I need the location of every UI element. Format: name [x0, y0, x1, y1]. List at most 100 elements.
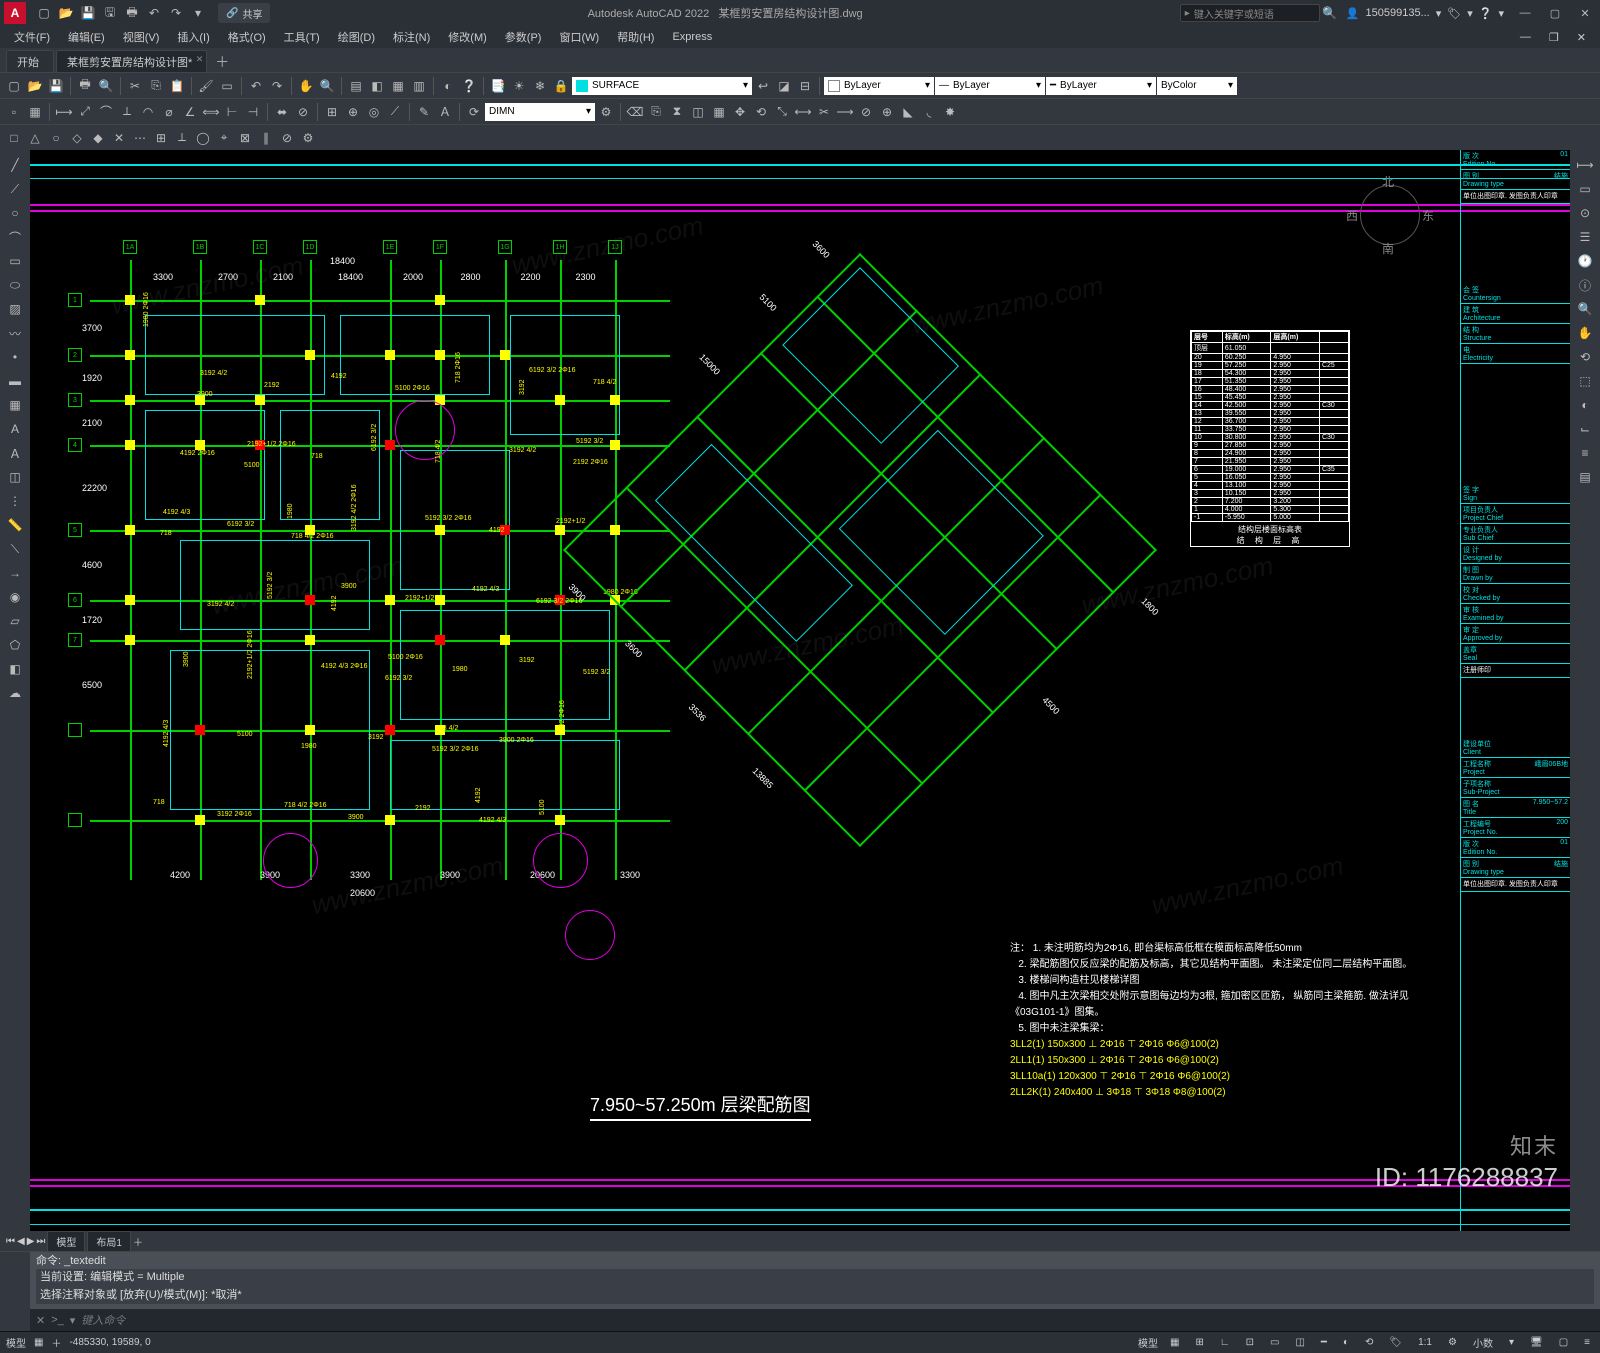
dim-edit-icon[interactable]: ✎	[414, 102, 434, 122]
mod-extend-icon[interactable]: ⟶	[835, 102, 855, 122]
dim-tolerance-icon[interactable]: ⊞	[322, 102, 342, 122]
draw-grad-icon[interactable]: ◧	[3, 658, 27, 680]
dim-space-icon[interactable]: ⬌	[272, 102, 292, 122]
status-model[interactable]: 模型	[1138, 1335, 1158, 1350]
mod-fillet-icon[interactable]: ◟	[919, 102, 939, 122]
layer-dropdown[interactable]: SURFACE ▾	[572, 77, 752, 95]
draw-table-icon[interactable]: ▦	[3, 394, 27, 416]
draw-text-icon[interactable]: A	[3, 418, 27, 440]
inq-area-icon[interactable]: ▭	[1573, 178, 1597, 200]
inq-id-icon[interactable]: ⊙	[1573, 202, 1597, 224]
status-ortho-icon[interactable]: ∟	[1216, 1335, 1234, 1351]
tb-block-icon[interactable]: ▭	[217, 76, 237, 96]
status-iso-icon[interactable]: ▭	[1266, 1335, 1283, 1351]
share-button[interactable]: 🔗 共享	[218, 3, 270, 23]
osnap-cen-icon[interactable]: ○	[46, 128, 66, 148]
draw-region-icon[interactable]: ▬	[3, 370, 27, 392]
draw-arc-icon[interactable]: ⌒	[3, 226, 27, 248]
menu-view[interactable]: 视图(V)	[115, 27, 168, 47]
draw-spline-icon[interactable]: 〰	[3, 322, 27, 344]
tb-layer-mgr-icon[interactable]: 📑	[488, 76, 508, 96]
status-units[interactable]: 小数	[1469, 1335, 1497, 1351]
inq-layer-icon[interactable]: ≡	[1573, 442, 1597, 464]
status-lwt-icon[interactable]: ━	[1317, 1335, 1331, 1351]
mod-offset-icon[interactable]: ◫	[688, 102, 708, 122]
tab-close-icon[interactable]: ✕	[196, 54, 204, 65]
drawing-canvas[interactable]: 1A1B1C1D1E1F1G1H1J1234567330027002100184…	[30, 150, 1570, 1231]
draw-ellipse-icon[interactable]: ⬭	[3, 274, 27, 296]
osnap-near-icon[interactable]: ⌖	[214, 128, 234, 148]
layout-add-icon[interactable]: ＋	[133, 1234, 143, 1249]
app-logo-icon[interactable]: A	[4, 2, 26, 24]
mod-rotate-icon[interactable]: ⟲	[751, 102, 771, 122]
dim-linear-icon[interactable]: ⟼	[54, 102, 74, 122]
cmd-config-icon[interactable]: ▾	[70, 1314, 76, 1327]
draw-wipeout-icon[interactable]: ▱	[3, 610, 27, 632]
inq-status-icon[interactable]: ⓘ	[1573, 274, 1597, 296]
osnap-app-icon[interactable]: ⊠	[235, 128, 255, 148]
tb-sheet-icon[interactable]: ▥	[409, 76, 429, 96]
status-workspace-icon[interactable]: ▾	[1505, 1335, 1518, 1351]
tb-zoom-icon[interactable]: 🔍	[317, 76, 337, 96]
tb2-snap-icon[interactable]: ▫	[4, 102, 24, 122]
tb-tool-icon[interactable]: ▦	[388, 76, 408, 96]
command-history[interactable]: 命令: _textedit 当前设置: 编辑模式 = Multiple 选择注释…	[30, 1252, 1600, 1309]
close-button[interactable]: ✕	[1570, 0, 1600, 26]
menu-window[interactable]: 窗口(W)	[551, 27, 607, 47]
osnap-mid-icon[interactable]: △	[25, 128, 45, 148]
help-dropdown-icon[interactable]: ▾	[1498, 7, 1504, 20]
dim-jog-icon[interactable]: ⟋	[385, 102, 405, 122]
dim-aligned-icon[interactable]: ⤢	[75, 102, 95, 122]
plotstyle-dropdown[interactable]: ByColor▾	[1157, 77, 1237, 95]
doc-restore-icon[interactable]: ❐	[1541, 29, 1567, 46]
osnap-qua-icon[interactable]: ◆	[88, 128, 108, 148]
osnap-end-icon[interactable]: □	[4, 128, 24, 148]
doc-minimize-icon[interactable]: —	[1512, 29, 1539, 45]
menu-format[interactable]: 格式(O)	[220, 27, 274, 47]
search-icon[interactable]: 🔍	[1320, 3, 1340, 23]
status-cycle-icon[interactable]: ⟲	[1361, 1335, 1377, 1351]
inq-ucs-icon[interactable]: ⌙	[1573, 418, 1597, 440]
tb-layer-states-icon[interactable]: ☀	[509, 76, 529, 96]
menu-file[interactable]: 文件(F)	[6, 27, 58, 47]
inq-orbit-icon[interactable]: ⟲	[1573, 346, 1597, 368]
draw-xline-icon[interactable]: ⟍	[3, 538, 27, 560]
dim-tedit-icon[interactable]: Ａ	[435, 102, 455, 122]
dim-baseline-icon[interactable]: ⊢	[222, 102, 242, 122]
status-grid-icon[interactable]: ▦	[1166, 1335, 1183, 1351]
dim-update-icon[interactable]: ⟳	[464, 102, 484, 122]
status-monitor-icon[interactable]: 🖥	[1526, 1335, 1547, 1351]
tb2-grid-icon[interactable]: ▦	[25, 102, 45, 122]
user-icon[interactable]: 👤	[1346, 7, 1360, 20]
inq-3d-icon[interactable]: ⬚	[1573, 370, 1597, 392]
dim-ordinate-icon[interactable]: ⟂	[117, 102, 137, 122]
menu-parametric[interactable]: 参数(P)	[497, 27, 550, 47]
tb-match-icon[interactable]: 🖌	[196, 76, 216, 96]
help-icon[interactable]: ❔	[1479, 7, 1493, 20]
osnap-per-icon[interactable]: ⟂	[172, 128, 192, 148]
qat-undo-icon[interactable]: ↶	[144, 3, 164, 23]
tb-layer-off-icon[interactable]: ❄	[530, 76, 550, 96]
qat-redo-icon[interactable]: ↷	[166, 3, 186, 23]
status-transparency-icon[interactable]: ◐	[1339, 1335, 1353, 1351]
inq-dist-icon[interactable]: ⟼	[1573, 154, 1597, 176]
menu-tools[interactable]: 工具(T)	[276, 27, 328, 47]
osnap-par-icon[interactable]: ∥	[256, 128, 276, 148]
menu-modify[interactable]: 修改(M)	[440, 27, 495, 47]
mod-scale-icon[interactable]: ⤡	[772, 102, 792, 122]
draw-hatch-icon[interactable]: ▨	[3, 298, 27, 320]
tb-render-icon[interactable]: ◐	[438, 76, 458, 96]
mod-chamfer-icon[interactable]: ◣	[898, 102, 918, 122]
status-snap-icon[interactable]: ⊞	[1191, 1335, 1207, 1351]
qat-saveas-icon[interactable]: 🖫	[100, 3, 120, 23]
layout-nav-prev-icon[interactable]: ◀	[17, 1236, 25, 1247]
draw-rect-icon[interactable]: ▭	[3, 250, 27, 272]
dim-break-icon[interactable]: ⊘	[293, 102, 313, 122]
status-gear-icon[interactable]: ⚙	[1444, 1335, 1461, 1351]
status-scale[interactable]: 1:1	[1414, 1335, 1436, 1351]
menu-dimension[interactable]: 标注(N)	[385, 27, 438, 47]
tb-prop-icon[interactable]: ▤	[346, 76, 366, 96]
status-osnap-icon[interactable]: ◫	[1291, 1335, 1308, 1351]
cmd-handle[interactable]	[0, 1252, 30, 1331]
draw-cloud-icon[interactable]: ☁	[3, 682, 27, 704]
